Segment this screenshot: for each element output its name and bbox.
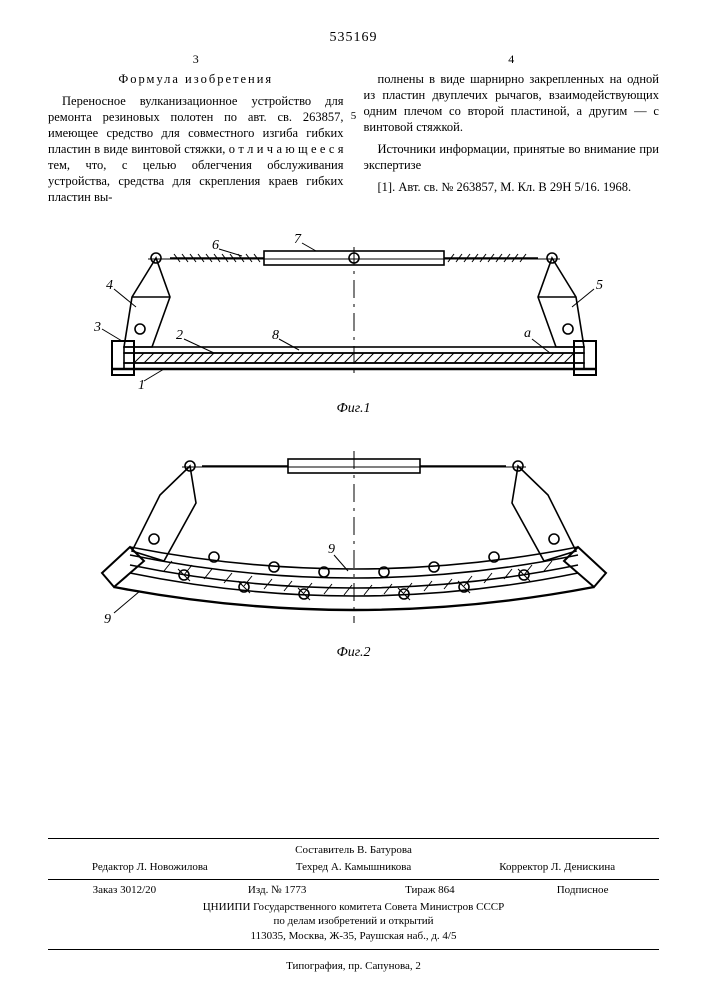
editor: Редактор Л. Новожилова <box>48 861 252 873</box>
callout-8: 8 <box>272 328 279 343</box>
callout-4: 4 <box>106 278 113 293</box>
org-line2: по делам изобретений и открытий <box>48 914 659 928</box>
left-para: Переносное вулканизационное устройство д… <box>48 93 344 205</box>
col-left-num: 3 <box>48 52 344 67</box>
callout-2: 2 <box>176 328 183 343</box>
figure-2: 9 9 Фиг.2 <box>48 443 659 661</box>
techred: Техред А. Камышникова <box>252 861 456 873</box>
corrector: Корректор Л. Денискина <box>455 861 659 873</box>
doc-number: 535169 <box>48 30 659 46</box>
izd-no: Изд. № 1773 <box>201 884 354 896</box>
right-col: 4 полнены в виде шарнирно закрепленных н… <box>364 52 660 211</box>
tirazh: Тираж 864 <box>354 884 507 896</box>
right-para: полнены в виде шарнирно закрепленных на … <box>364 71 660 135</box>
fig1-label: Фиг.1 <box>48 401 659 417</box>
order-no: Заказ 3012/20 <box>48 884 201 896</box>
text-columns: 3 Формула изобретения Переносное вулкани… <box>48 52 659 211</box>
callout-5: 5 <box>596 278 603 293</box>
callout-9b: 9 <box>328 542 335 557</box>
print-line: Типография, пр. Сапунова, 2 <box>48 960 659 972</box>
figure-1: 1 2 3 4 5 6 7 8 a Фиг.1 <box>48 229 659 417</box>
right-para: Источники информации, принятые во вниман… <box>364 141 660 173</box>
callout-9: 9 <box>104 612 111 627</box>
callout-a: a <box>524 326 531 341</box>
claims-title: Формула изобретения <box>48 71 344 87</box>
fig2-label: Фиг.2 <box>48 645 659 661</box>
callout-3: 3 <box>93 320 101 335</box>
org-addr: 113035, Москва, Ж-35, Раушская наб., д. … <box>48 929 659 943</box>
col-right-num: 4 <box>364 52 660 67</box>
composer: Составитель В. Батурова <box>48 843 659 857</box>
callout-1: 1 <box>138 378 145 393</box>
podpisnoe: Подписное <box>506 884 659 896</box>
org-line1: ЦНИИПИ Государственного комитета Совета … <box>48 900 659 914</box>
callout-6: 6 <box>212 238 219 253</box>
callout-7: 7 <box>294 232 302 247</box>
footer: Составитель В. Батурова Редактор Л. Ново… <box>48 832 659 972</box>
left-col: 3 Формула изобретения Переносное вулкани… <box>48 52 344 211</box>
line-marker: 5 <box>351 110 357 122</box>
right-para: [1]. Авт. св. № 263857, М. Кл. В 29Н 5/1… <box>364 179 660 195</box>
